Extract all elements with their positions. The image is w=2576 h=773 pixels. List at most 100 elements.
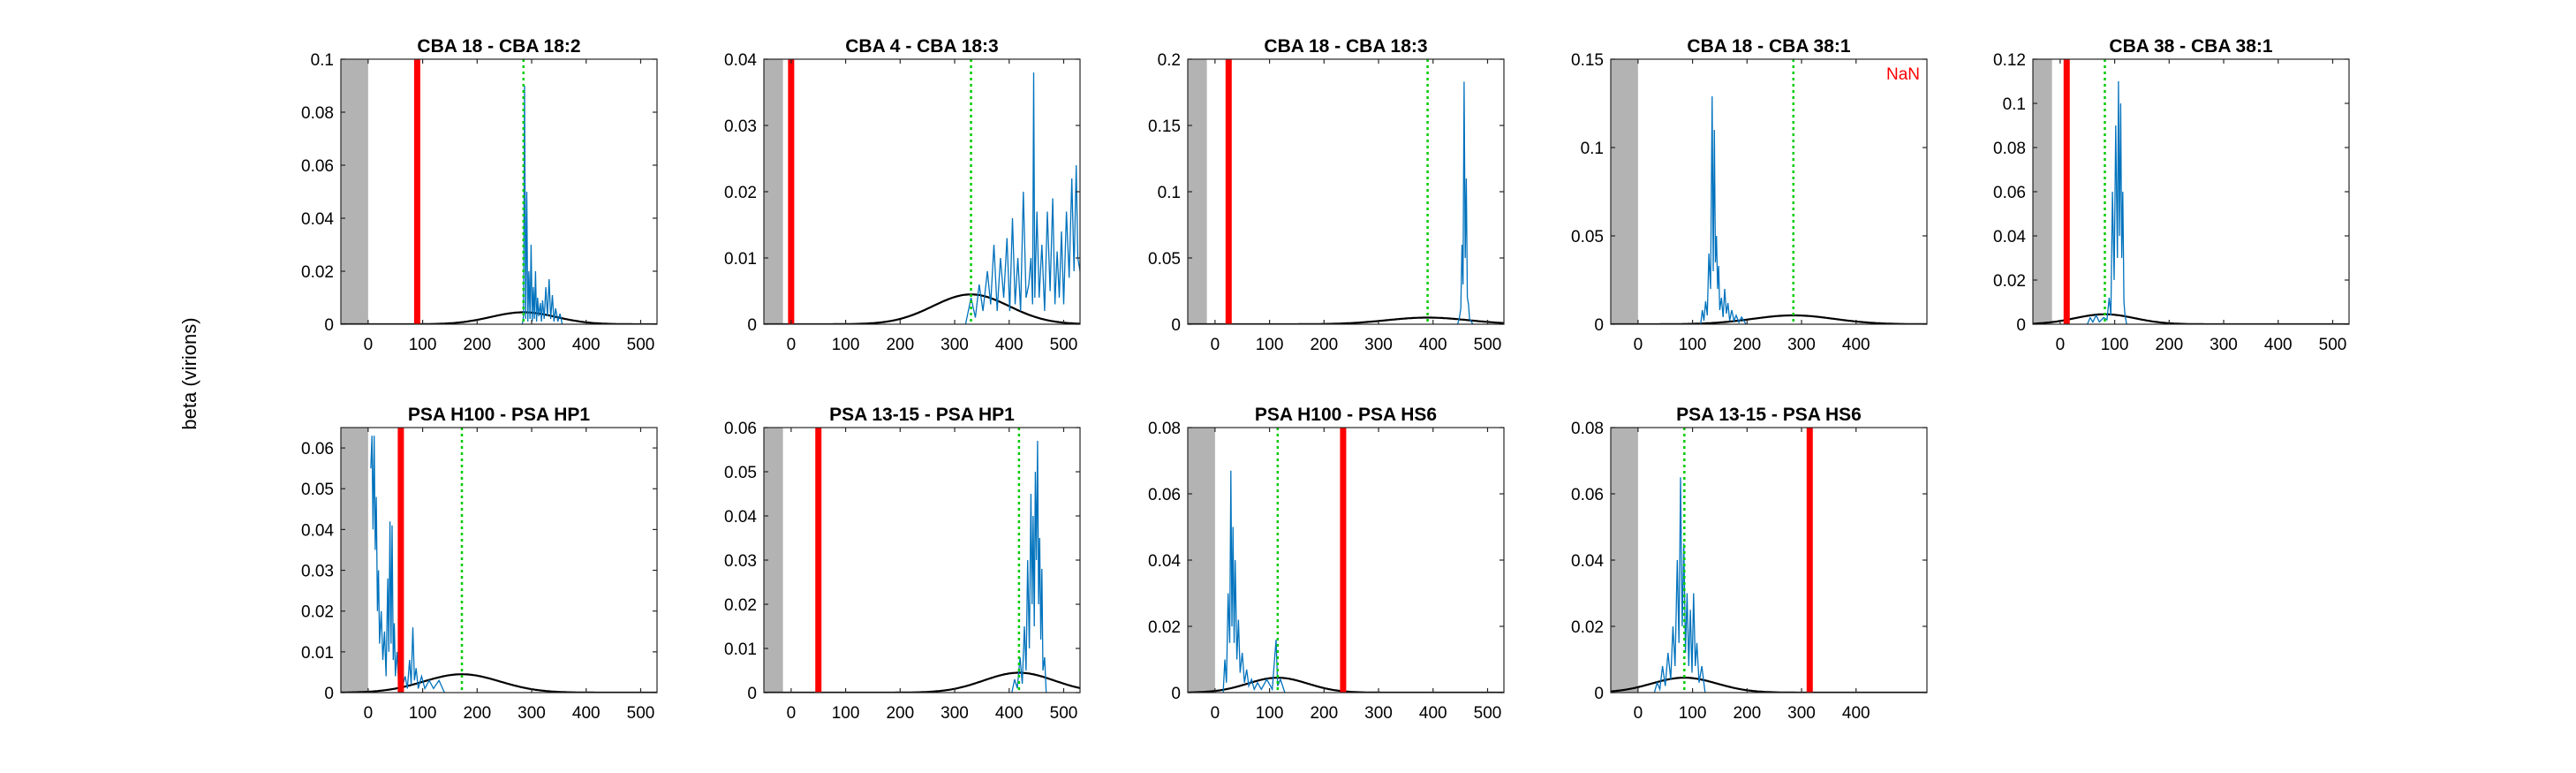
y-tick-label: 0.03 (724, 117, 757, 136)
x-tick-label: 400 (1419, 704, 1447, 723)
plot-area (341, 428, 657, 693)
x-tick-label: 100 (1256, 336, 1284, 354)
x-tick-label: 400 (2264, 336, 2293, 354)
x-tick-label: 200 (1733, 704, 1761, 723)
y-tick-label: 0.04 (301, 521, 334, 540)
y-tick-label: 0.04 (724, 51, 757, 70)
y-tick-label: 0.06 (724, 420, 757, 438)
y-axis-label: beta (virions) (178, 317, 200, 429)
x-tick-label: 500 (627, 704, 655, 723)
y-tick-label: 0 (1171, 316, 1181, 335)
shaded-region (764, 428, 783, 693)
y-tick-label: 0.04 (1148, 552, 1181, 571)
chart-title: PSA H100 - PSA HS6 (1255, 405, 1437, 425)
x-tick-label: 200 (463, 704, 491, 723)
x-tick-label: 400 (995, 336, 1024, 354)
x-tick-label: 300 (1364, 336, 1393, 354)
x-tick-label: 300 (517, 704, 546, 723)
axes-box (340, 427, 658, 693)
y-tick-label: 0 (324, 685, 334, 703)
y-tick-label: 0.04 (1993, 228, 2026, 246)
x-tick-label: 0 (1211, 704, 1220, 723)
x-tick-label: 100 (1679, 336, 1707, 354)
x-tick-label: 0 (1634, 704, 1643, 723)
y-tick-label: 0.06 (1571, 486, 1604, 504)
chart-panel-7: 0 100 200 300 400 500 0 0.01 0.02 0.03 0.04 0.05 0.0… (724, 405, 1081, 723)
chart-title: PSA 13-15 - PSA HS6 (1676, 405, 1862, 425)
x-tick-label: 400 (1842, 336, 1870, 354)
x-tick-label: 500 (1050, 704, 1078, 723)
data-trace (370, 436, 445, 693)
axes-box (340, 58, 658, 325)
x-tick-label: 400 (572, 704, 601, 723)
data-trace (1700, 95, 1747, 324)
x-tick-label: 100 (832, 704, 860, 723)
data-trace (964, 72, 1080, 324)
x-tick-label: 300 (941, 336, 969, 354)
y-tick-label: 0.05 (1148, 250, 1181, 269)
x-tick-label: 400 (1419, 336, 1447, 354)
x-tick-label: 400 (572, 336, 601, 354)
data-trace (1011, 440, 1047, 693)
x-tick-label: 100 (1679, 704, 1707, 723)
chart-panel-2: 0 100 200 300 400 500 0 0.01 0.02 0.03 0.04 CBA 4 -… (724, 36, 1081, 354)
y-tick-label: 0.05 (301, 481, 334, 499)
y-tick-label: 0 (2016, 316, 2026, 335)
data-trace (2087, 80, 2127, 324)
chart-panel-9: 0 100 200 300 400 0 0.02 0.04 0.06 0.08 PSA 13-15 … (1571, 405, 1928, 723)
shaded-region (1188, 59, 1207, 324)
y-tick-label: 0.02 (1993, 272, 2026, 291)
x-tick-label: 0 (1211, 336, 1220, 354)
y-tick-label: 0.02 (301, 603, 334, 622)
y-tick-label: 0.06 (301, 157, 334, 176)
gaussian-curve (341, 311, 657, 324)
y-tick-label: 0.02 (724, 596, 757, 615)
data-trace (1456, 81, 1474, 324)
y-tick-label: 0.01 (724, 640, 757, 659)
x-tick-label: 300 (1787, 336, 1816, 354)
plot-area (1611, 428, 1927, 693)
y-tick-label: 0.08 (301, 104, 334, 123)
chart-title: CBA 38 - CBA 38:1 (2109, 36, 2272, 57)
shaded-region (2033, 59, 2052, 324)
y-tick-label: 0.02 (1148, 618, 1181, 637)
x-tick-label: 200 (1310, 704, 1338, 723)
data-trace (521, 85, 563, 324)
chart-title: CBA 18 - CBA 18:3 (1264, 36, 1427, 57)
y-tick-label: 0.08 (1993, 140, 2026, 158)
x-tick-label: 300 (1364, 704, 1393, 723)
x-tick-label: 500 (2319, 336, 2347, 354)
x-tick-label: 200 (463, 336, 491, 354)
x-tick-label: 200 (1310, 336, 1338, 354)
y-tick-label: 0 (747, 316, 757, 335)
y-tick-label: 0 (747, 685, 757, 703)
chart-title: PSA H100 - PSA HP1 (408, 405, 591, 425)
gaussian-curve (764, 293, 1080, 324)
y-tick-label: 0.05 (1571, 228, 1604, 246)
x-tick-label: 100 (2101, 336, 2129, 354)
chart-panel-5: 0 100 200 300 400 500 0 0.02 0.04 0.06 0.08 0.1 0.12… (1993, 36, 2350, 354)
y-tick-label: 0.06 (301, 440, 334, 458)
x-tick-label: 300 (941, 704, 969, 723)
x-tick-label: 500 (1474, 704, 1502, 723)
y-tick-label: 0.03 (301, 563, 334, 581)
plot-area (764, 59, 1080, 324)
y-tick-label: 0.2 (1158, 51, 1181, 70)
x-tick-label: 100 (1256, 704, 1284, 723)
y-tick-label: 0 (324, 316, 334, 335)
data-trace (1222, 470, 1286, 693)
x-tick-label: 100 (409, 704, 437, 723)
y-tick-label: 0.03 (724, 552, 757, 571)
plot-area (1188, 59, 1504, 324)
x-tick-label: 500 (1050, 336, 1078, 354)
x-tick-label: 500 (627, 336, 655, 354)
chart-title: CBA 4 - CBA 18:3 (845, 36, 998, 57)
y-tick-label: 0.01 (724, 250, 757, 269)
y-tick-label: 0.02 (301, 263, 334, 282)
x-tick-label: 200 (886, 336, 914, 354)
x-tick-label: 300 (2210, 336, 2238, 354)
x-tick-label: 0 (787, 336, 797, 354)
x-tick-label: 200 (886, 704, 914, 723)
x-tick-label: 500 (1474, 336, 1502, 354)
